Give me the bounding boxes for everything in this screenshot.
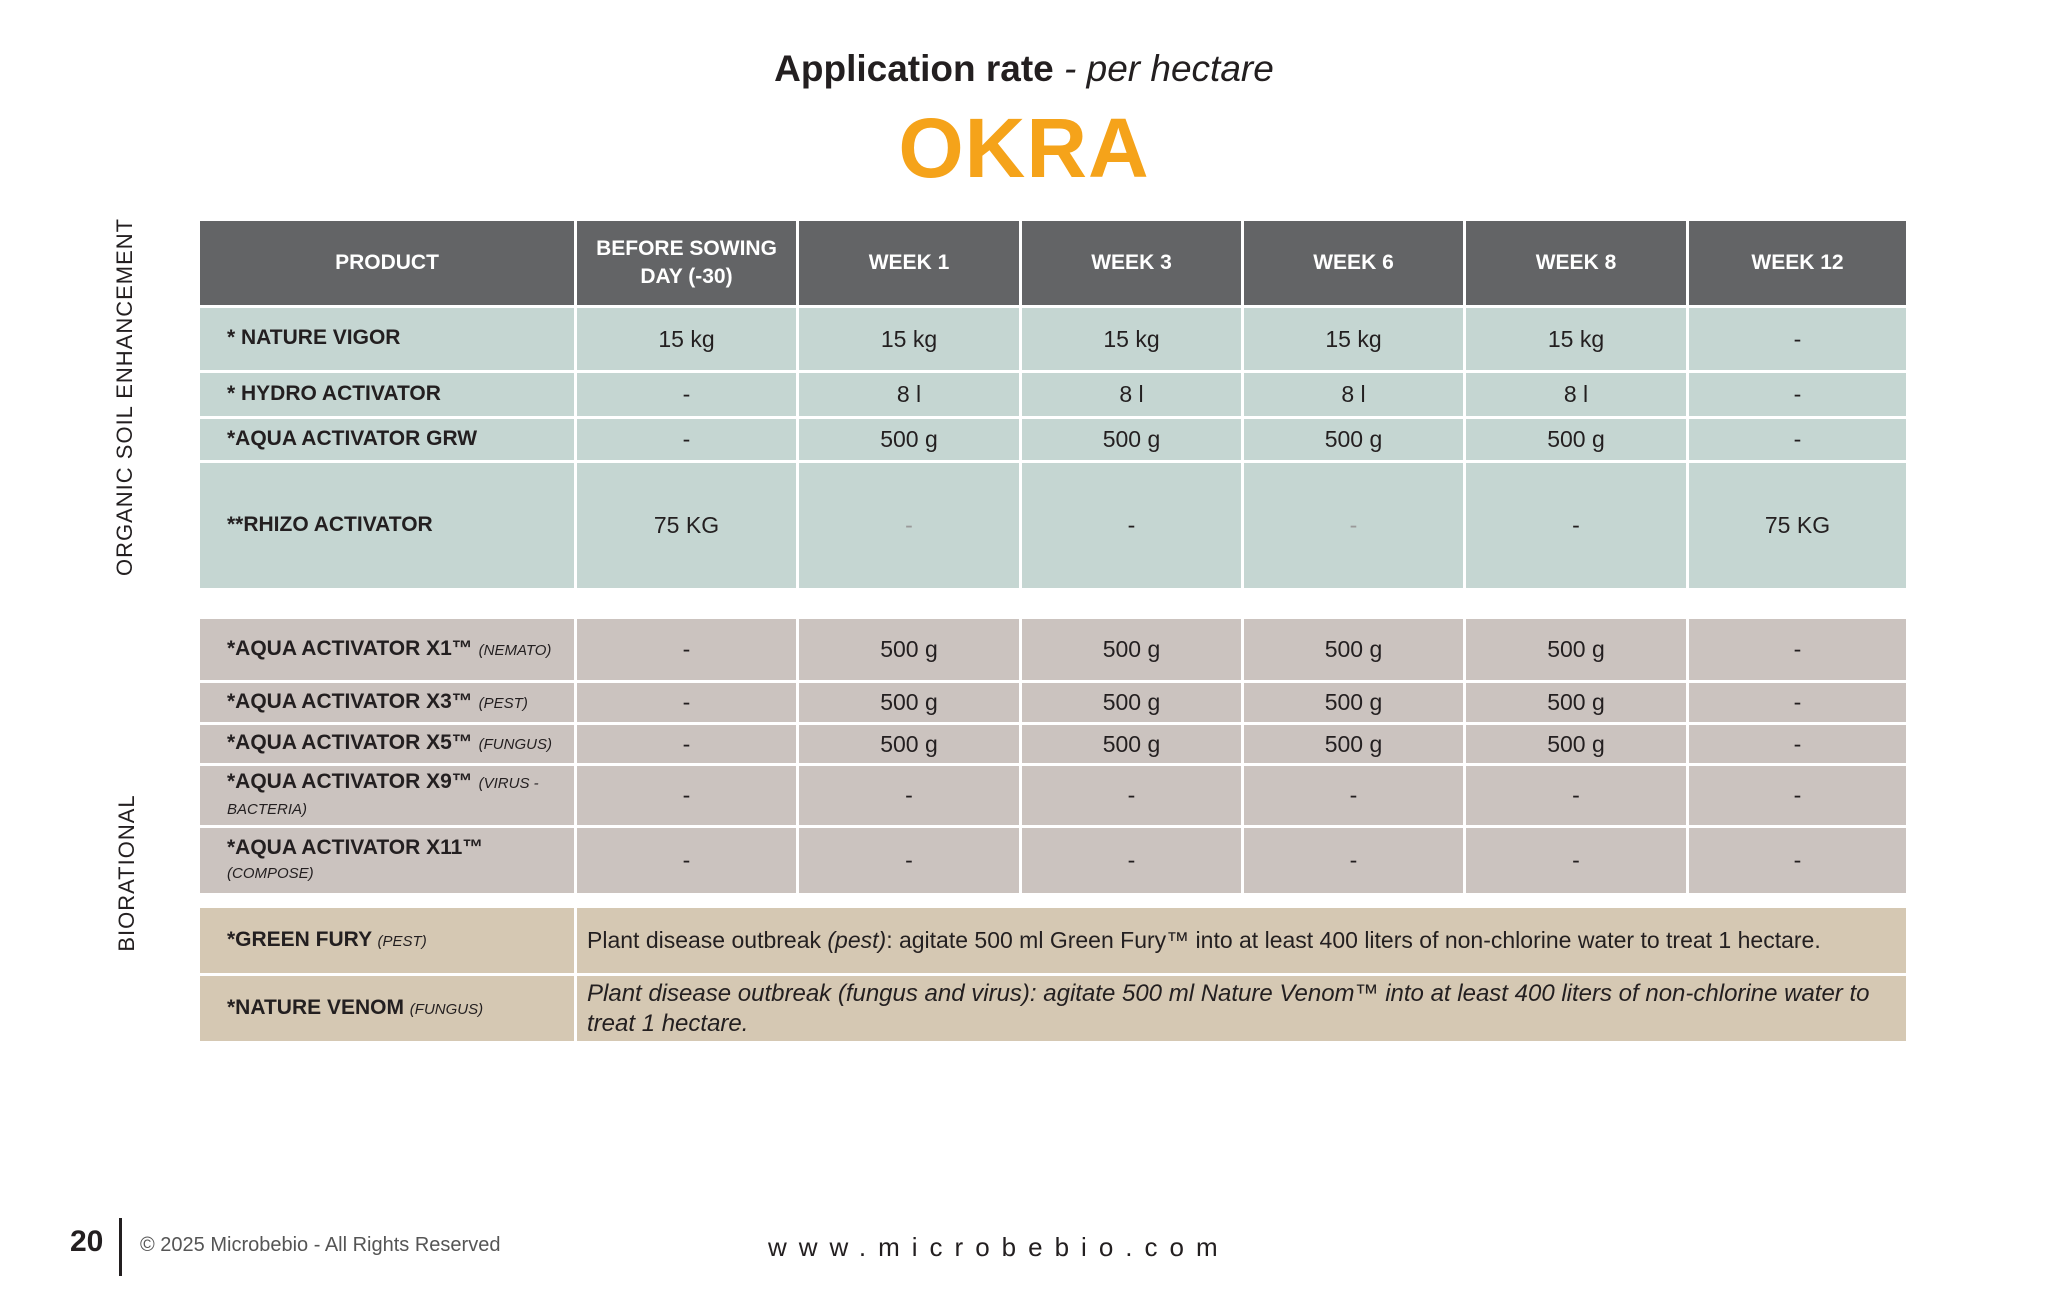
rate-cell: -: [574, 680, 799, 725]
table-row: *AQUA ACTIVATOR X3™ (PEST) -500 g 500 g 500…: [197, 680, 1909, 725]
rate-cell: 8 l: [1241, 370, 1466, 419]
table-row: *AQUA ACTIVATOR X9™ (VIRUS - BACTERIA) - -…: [197, 763, 1909, 828]
rate-cell: -: [796, 460, 1022, 591]
rate-cell: 15 kg: [1241, 305, 1466, 373]
column-header: WEEK 3: [1019, 218, 1244, 308]
rate-cell: 500 g: [1019, 680, 1244, 725]
page-title: Application rate - per hectare: [774, 48, 1274, 89]
rate-cell: -: [1686, 370, 1909, 419]
column-header: BEFORE SOWING DAY (-30): [574, 218, 799, 308]
rate-cell: -: [574, 722, 799, 766]
rate-cell: -: [574, 763, 799, 828]
column-header: PRODUCT: [197, 218, 577, 308]
soil-table: PRODUCT BEFORE SOWING DAY (-30) WEEK 1 WEEK…: [197, 218, 1909, 591]
rate-cell: -: [1686, 680, 1909, 725]
rate-cell: 8 l: [1463, 370, 1689, 419]
product-name: * NATURE VIGOR: [197, 305, 577, 373]
product-name: **RHIZO ACTIVATOR: [197, 460, 577, 591]
rate-cell: 500 g: [1019, 722, 1244, 766]
rate-cell: 500 g: [1241, 416, 1466, 463]
table-row: *GREEN FURY (PEST) Plant disease outbrea…: [197, 905, 1909, 976]
rate-cell: -: [1241, 825, 1466, 896]
page-number: 20: [70, 1225, 104, 1258]
rate-cell: 500 g: [1019, 416, 1244, 463]
treatment-table: *GREEN FURY (PEST) Plant disease outbrea…: [197, 905, 1909, 1044]
rate-cell: -: [796, 825, 1022, 896]
rate-cell: 500 g: [1241, 722, 1466, 766]
section-label-soil: ORGANIC SOIL ENHANCEMENT: [112, 217, 137, 576]
divider: [119, 1218, 122, 1276]
product-name: * HYDRO ACTIVATOR: [197, 370, 577, 419]
rate-cell: 8 l: [1019, 370, 1244, 419]
rate-cell: -: [574, 370, 799, 419]
rate-cell: -: [1019, 763, 1244, 828]
table-row: *AQUA ACTIVATOR X11™ (COMPOSE) - - - - - -: [197, 825, 1909, 896]
rate-cell: -: [1686, 825, 1909, 896]
rate-cell: -: [1686, 616, 1909, 683]
rate-cell: 500 g: [1019, 616, 1244, 683]
product-name: *AQUA ACTIVATOR X1™ (NEMATO): [197, 616, 577, 683]
rate-cell: 500 g: [1241, 616, 1466, 683]
product-name: *AQUA ACTIVATOR X5™ (FUNGUS): [197, 722, 577, 766]
rate-cell: 15 kg: [796, 305, 1022, 373]
rate-cell: 500 g: [1241, 680, 1466, 725]
rate-cell: -: [1686, 305, 1909, 373]
rate-cell: 15 kg: [1019, 305, 1244, 373]
rate-cell: -: [1019, 460, 1244, 591]
rate-cell: -: [1686, 763, 1909, 828]
rate-cell: -: [1463, 460, 1689, 591]
column-header: WEEK 12: [1686, 218, 1909, 308]
rate-cell: -: [796, 763, 1022, 828]
rate-cell: 8 l: [796, 370, 1022, 419]
rate-cell: -: [574, 825, 799, 896]
rate-cell: -: [1241, 763, 1466, 828]
rate-cell: -: [1686, 722, 1909, 766]
table-row: * NATURE VIGOR 15 kg 15 kg 15 kg 15 kg 15 kg…: [197, 305, 1909, 373]
table-row: **RHIZO ACTIVATOR 75 KG - - - -75 KG: [197, 460, 1909, 591]
rate-cell: 500 g: [1463, 416, 1689, 463]
note: Plant disease outbreak (pest): agitate 5…: [574, 905, 1909, 976]
rate-cell: -: [1241, 460, 1466, 591]
crop-title: OKRA: [898, 101, 1150, 195]
rate-cell: -: [574, 616, 799, 683]
column-header: WEEK 8: [1463, 218, 1689, 308]
rate-cell: 500 g: [796, 680, 1022, 725]
rate-cell: 15 kg: [574, 305, 799, 373]
rate-cell: 75 KG: [1686, 460, 1909, 591]
column-header: WEEK 1: [796, 218, 1022, 308]
rate-cell: 500 g: [796, 616, 1022, 683]
rate-cell: 15 kg: [1463, 305, 1689, 373]
note: Plant disease outbreak (fungus and virus…: [574, 973, 1909, 1044]
product-name: *AQUA ACTIVATOR X3™ (PEST): [197, 680, 577, 725]
rate-cell: 75 KG: [574, 460, 799, 591]
column-header: WEEK 6: [1241, 218, 1466, 308]
table-row: *AQUA ACTIVATOR GRW -500 g 500 g 500 g 500 …: [197, 416, 1909, 463]
table-row: *NATURE VENOM (FUNGUS) Plant disease out…: [197, 973, 1909, 1044]
rate-cell: -: [574, 416, 799, 463]
copyright: © 2025 Microbebio - All Rights Reserved: [140, 1234, 501, 1256]
rate-cell: -: [1463, 825, 1689, 896]
rate-cell: 500 g: [1463, 722, 1689, 766]
rate-cell: 500 g: [1463, 616, 1689, 683]
rate-cell: -: [1686, 416, 1909, 463]
rate-cell: -: [1019, 825, 1244, 896]
rate-cell: 500 g: [796, 416, 1022, 463]
rate-cell: 500 g: [1463, 680, 1689, 725]
rate-cell: -: [1463, 763, 1689, 828]
product-name: *AQUA ACTIVATOR X9™ (VIRUS - BACTERIA): [197, 763, 577, 828]
section-label-biorational: BIORATIONAL: [114, 794, 139, 952]
website-url: www.microbebio.com: [768, 1232, 1230, 1262]
rate-cell: 500 g: [796, 722, 1022, 766]
product-name: *AQUA ACTIVATOR GRW: [197, 416, 577, 463]
product-name: *AQUA ACTIVATOR X11™ (COMPOSE): [197, 825, 577, 896]
